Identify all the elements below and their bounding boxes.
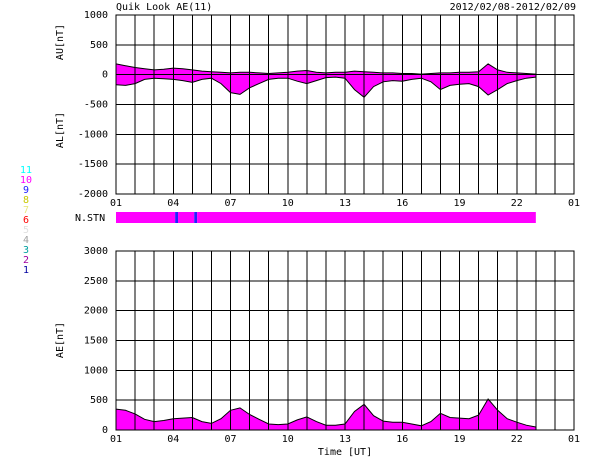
y-tick-label: 2000 xyxy=(84,306,108,317)
x-tick-label: 04 xyxy=(167,434,179,445)
y-tick-label: -1000 xyxy=(78,129,108,140)
x-tick-label: 19 xyxy=(453,198,465,209)
y-tick-label: 1500 xyxy=(84,336,108,347)
x-tick-label: 10 xyxy=(282,434,294,445)
y-tick-label: -2000 xyxy=(78,189,108,200)
area xyxy=(116,74,536,98)
x-tick-label: 01 xyxy=(110,434,122,445)
y-axis-label: AU[nT] xyxy=(55,24,66,60)
x-tick-label: 10 xyxy=(282,198,294,209)
level-legend: 7 xyxy=(23,205,29,216)
level-legend: 1 xyxy=(23,265,29,276)
level-legend: 2 xyxy=(23,255,29,266)
nstn-segment xyxy=(197,212,536,223)
area xyxy=(116,63,536,75)
level-legend: 11 xyxy=(20,165,32,176)
level-legend: 9 xyxy=(23,185,29,196)
plot-frame xyxy=(115,250,575,431)
date-range: 2012/02/08-2012/02/09 xyxy=(450,2,576,13)
x-tick-label: 13 xyxy=(339,198,351,209)
y-tick-label: 500 xyxy=(90,40,108,51)
plot-frame xyxy=(115,14,575,195)
y-tick-label: 1000 xyxy=(84,10,108,21)
nstn-label: N.STN xyxy=(75,213,105,224)
nstn-segment xyxy=(116,212,176,223)
x-tick-label: 07 xyxy=(224,198,236,209)
x-tick-label: 01 xyxy=(568,198,580,209)
y-tick-label: 2500 xyxy=(84,276,108,287)
y-axis-label: AL[nT] xyxy=(55,112,66,148)
y-tick-label: -500 xyxy=(84,100,108,111)
area xyxy=(116,399,536,430)
nstn-segment xyxy=(194,212,198,223)
level-legend: 10 xyxy=(20,175,32,186)
y-tick-label: 500 xyxy=(90,395,108,406)
x-tick-label: 04 xyxy=(167,198,179,209)
level-legend: 3 xyxy=(23,245,29,256)
nstn-segment xyxy=(178,212,195,223)
x-tick-label: 07 xyxy=(224,434,236,445)
x-tick-label: 01 xyxy=(568,434,580,445)
x-tick-label: 13 xyxy=(339,434,351,445)
x-tick-label: 16 xyxy=(396,434,408,445)
x-tick-label: 22 xyxy=(511,198,523,209)
level-legend: 4 xyxy=(23,235,29,246)
title: Quik Look AE(11) xyxy=(116,2,212,13)
y-axis-label: AE[nT] xyxy=(55,322,66,358)
level-legend: 6 xyxy=(23,215,29,226)
level-legend: 5 xyxy=(23,225,29,236)
nstn-segment xyxy=(175,212,179,223)
x-tick-label: 22 xyxy=(511,434,523,445)
y-tick-label: 3000 xyxy=(84,246,108,257)
x-tick-label: 19 xyxy=(453,434,465,445)
y-tick-label: -1500 xyxy=(78,159,108,170)
x-tick-label: 01 xyxy=(110,198,122,209)
y-tick-label: 1000 xyxy=(84,365,108,376)
level-legend: 8 xyxy=(23,195,29,206)
x-axis-label: Time [UT] xyxy=(318,447,372,458)
y-tick-label: 0 xyxy=(102,70,108,81)
y-tick-label: 0 xyxy=(102,425,108,436)
x-tick-label: 16 xyxy=(396,198,408,209)
